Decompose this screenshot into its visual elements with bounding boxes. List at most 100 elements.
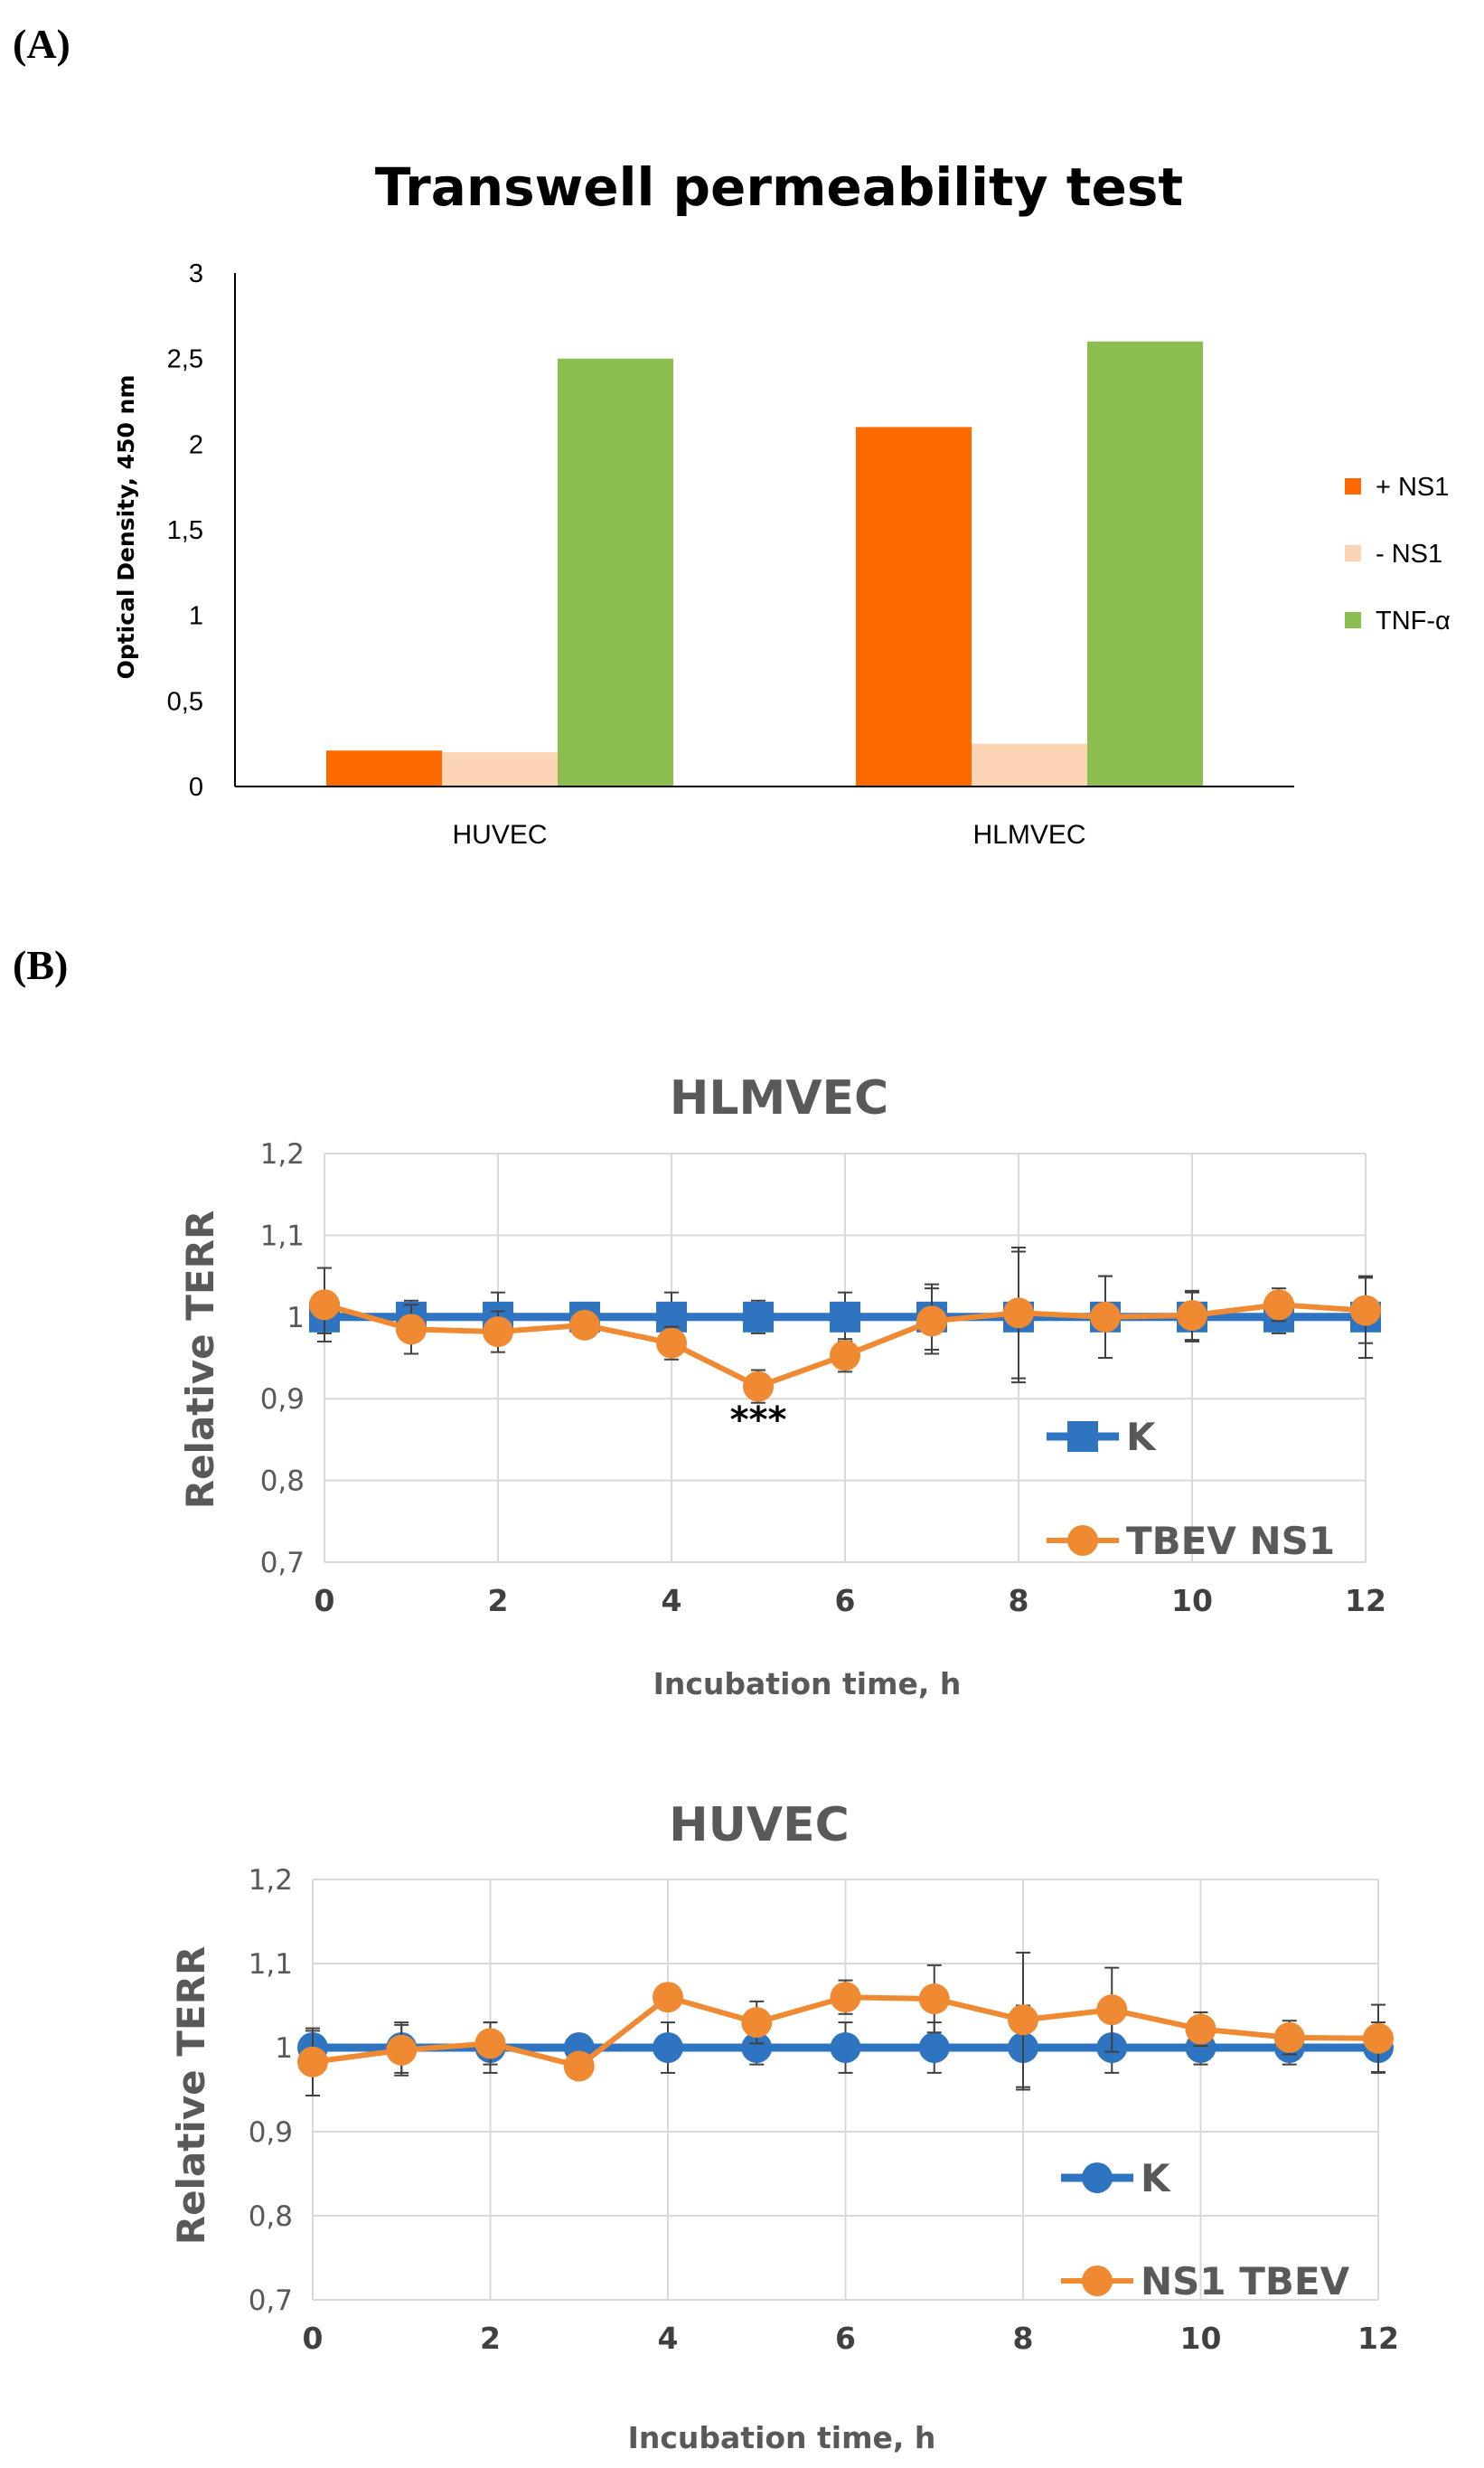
bar-huvec-0: [326, 750, 442, 787]
legend-label: K: [1141, 2156, 1171, 2200]
bar-huvec-2: [558, 358, 673, 787]
data-point-circle: [741, 2007, 773, 2039]
chart-a-title: Transwell permeability test: [375, 156, 1183, 218]
bar-hlmvec-1: [972, 743, 1087, 787]
data-point-circle: [653, 1982, 683, 2013]
data-point-circle: [297, 2046, 328, 2077]
legend-swatch: [1345, 545, 1361, 561]
panel-b-label: (B): [13, 942, 68, 988]
ytick-label: 0,7: [249, 2284, 293, 2317]
data-point-circle: [1350, 1295, 1381, 1326]
chart-a-xtick-label: HUVEC: [452, 820, 547, 850]
ytick-label: 0,9: [260, 1383, 305, 1416]
legend-label: NS1 TBEV: [1141, 2259, 1350, 2303]
legend-marker: [1067, 1421, 1098, 1452]
legend-marker: [1067, 1525, 1098, 1556]
data-point-circle: [830, 2032, 861, 2063]
data-point-circle: [830, 1340, 860, 1371]
ytick-label: 0,8: [249, 2200, 293, 2233]
xtick-label: 4: [658, 2321, 679, 2356]
chart-a-ytick-label: 0,5: [167, 687, 203, 716]
chart-b1-ylabel: Relative TERR: [178, 1210, 222, 1510]
xtick-label: 2: [488, 1583, 509, 1618]
chart-b2-title: HUVEC: [669, 1798, 850, 1852]
legend-label: TBEV NS1: [1126, 1519, 1335, 1563]
xtick-label: 10: [1171, 1583, 1213, 1618]
data-point-circle: [1273, 2021, 1305, 2053]
data-point-circle: [830, 1982, 861, 2013]
chart-a-ytick-label: 1: [189, 602, 203, 631]
xtick-label: 10: [1180, 2321, 1222, 2356]
xtick-label: 0: [315, 1583, 335, 1618]
chart-a-ytick-label: 2,5: [167, 345, 203, 374]
xtick-label: 8: [1009, 1583, 1029, 1618]
xtick-label: 12: [1357, 2321, 1399, 2356]
xtick-label: 8: [1013, 2321, 1034, 2356]
data-point-circle: [483, 1316, 513, 1348]
legend-label: + NS1: [1376, 473, 1449, 502]
data-point-circle: [396, 1314, 427, 1345]
data-point-square: [830, 1301, 860, 1333]
ytick-label: 1,2: [249, 1864, 293, 1897]
bar-hlmvec-0: [856, 427, 972, 787]
chart-a-ytick-label: 0: [189, 773, 203, 802]
xtick-label: 4: [662, 1583, 682, 1618]
legend-label: TNF-α: [1376, 607, 1451, 636]
xtick-label: 6: [835, 1583, 856, 1618]
data-point-circle: [309, 1289, 340, 1321]
data-point-square: [743, 1301, 774, 1333]
data-point-circle: [653, 2032, 683, 2063]
line-chart-hlmvec: HLMVEC Relative TERR Incubation time, h …: [178, 1071, 1386, 1701]
chart-a-ytick-label: 2: [189, 430, 203, 459]
data-point-circle: [1090, 1301, 1121, 1333]
data-point-circle: [1003, 1297, 1034, 1329]
data-point-circle: [386, 2034, 418, 2066]
significance-annotation: ***: [730, 1399, 787, 1441]
legend-label: - NS1: [1376, 540, 1442, 569]
chart-a-ytick-label: 1,5: [167, 516, 203, 545]
xtick-label: 12: [1345, 1583, 1386, 1618]
chart-b1-xlabel: Incubation time, h: [653, 1666, 962, 1701]
ytick-label: 1,1: [260, 1220, 305, 1252]
bar-chart-transwell: Transwell permeability test Optical Dens…: [113, 156, 1451, 850]
chart-a-xtick-label: HLMVEC: [972, 820, 1085, 850]
data-point-circle: [1185, 2013, 1216, 2045]
data-point-circle: [474, 2028, 506, 2059]
chart-a-ylabel: Optical Density, 450 nm: [113, 375, 139, 680]
chart-b2-ylabel: Relative TERR: [169, 1946, 213, 2246]
data-point-circle: [916, 1305, 947, 1337]
ytick-label: 1,1: [249, 1948, 293, 1981]
data-point-circle: [1177, 1299, 1207, 1331]
xtick-label: 6: [835, 2321, 856, 2356]
ytick-label: 0,9: [249, 2116, 293, 2149]
line-chart-huvec: HUVEC Relative TERR Incubation time, h 0…: [169, 1798, 1399, 2455]
data-point-circle: [743, 1371, 774, 1402]
data-point-circle: [918, 2032, 950, 2063]
data-point-circle: [918, 1983, 950, 2015]
data-point-circle: [656, 1327, 687, 1359]
data-point-circle: [741, 2032, 773, 2063]
legend-swatch: [1345, 478, 1361, 495]
ytick-label: 0,8: [260, 1465, 305, 1498]
legend-label: K: [1126, 1415, 1157, 1459]
data-point-circle: [1363, 2022, 1394, 2054]
data-point-circle: [563, 2050, 595, 2082]
bar-hlmvec-2: [1087, 341, 1203, 787]
data-point-circle: [1008, 2004, 1038, 2036]
ytick-label: 1: [286, 1302, 305, 1334]
data-point-circle: [1096, 1994, 1128, 2026]
data-point-circle: [569, 1309, 600, 1341]
ytick-label: 1: [275, 2032, 293, 2065]
xtick-label: 2: [480, 2321, 501, 2356]
data-point-circle: [1263, 1289, 1294, 1321]
chart-b1-title: HLMVEC: [670, 1071, 888, 1126]
panel-a-label: (A): [13, 21, 70, 67]
legend-swatch: [1345, 612, 1361, 628]
bar-huvec-1: [442, 752, 558, 787]
ytick-label: 0,7: [260, 1547, 305, 1579]
legend-marker: [1082, 2265, 1113, 2296]
legend-marker: [1082, 2162, 1113, 2193]
xtick-label: 0: [303, 2321, 324, 2356]
chart-b2-xlabel: Incubation time, h: [628, 2420, 936, 2455]
